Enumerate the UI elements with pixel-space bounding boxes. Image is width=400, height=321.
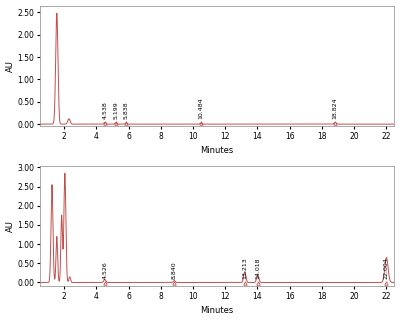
X-axis label: Minutes: Minutes bbox=[200, 307, 234, 316]
Text: 13.213: 13.213 bbox=[242, 257, 247, 279]
Text: 22.004: 22.004 bbox=[384, 257, 389, 279]
Y-axis label: AU: AU bbox=[6, 220, 14, 232]
Text: 10.484: 10.484 bbox=[198, 98, 203, 119]
Text: 5.838: 5.838 bbox=[124, 101, 128, 119]
Text: 5.199: 5.199 bbox=[113, 101, 118, 119]
Text: 14.018: 14.018 bbox=[255, 257, 260, 279]
Text: 18.824: 18.824 bbox=[333, 98, 338, 119]
Text: 4.538: 4.538 bbox=[102, 101, 108, 119]
Y-axis label: AU: AU bbox=[6, 60, 14, 72]
Text: 8.840: 8.840 bbox=[172, 262, 177, 279]
X-axis label: Minutes: Minutes bbox=[200, 146, 234, 155]
Text: 4.526: 4.526 bbox=[102, 261, 107, 279]
